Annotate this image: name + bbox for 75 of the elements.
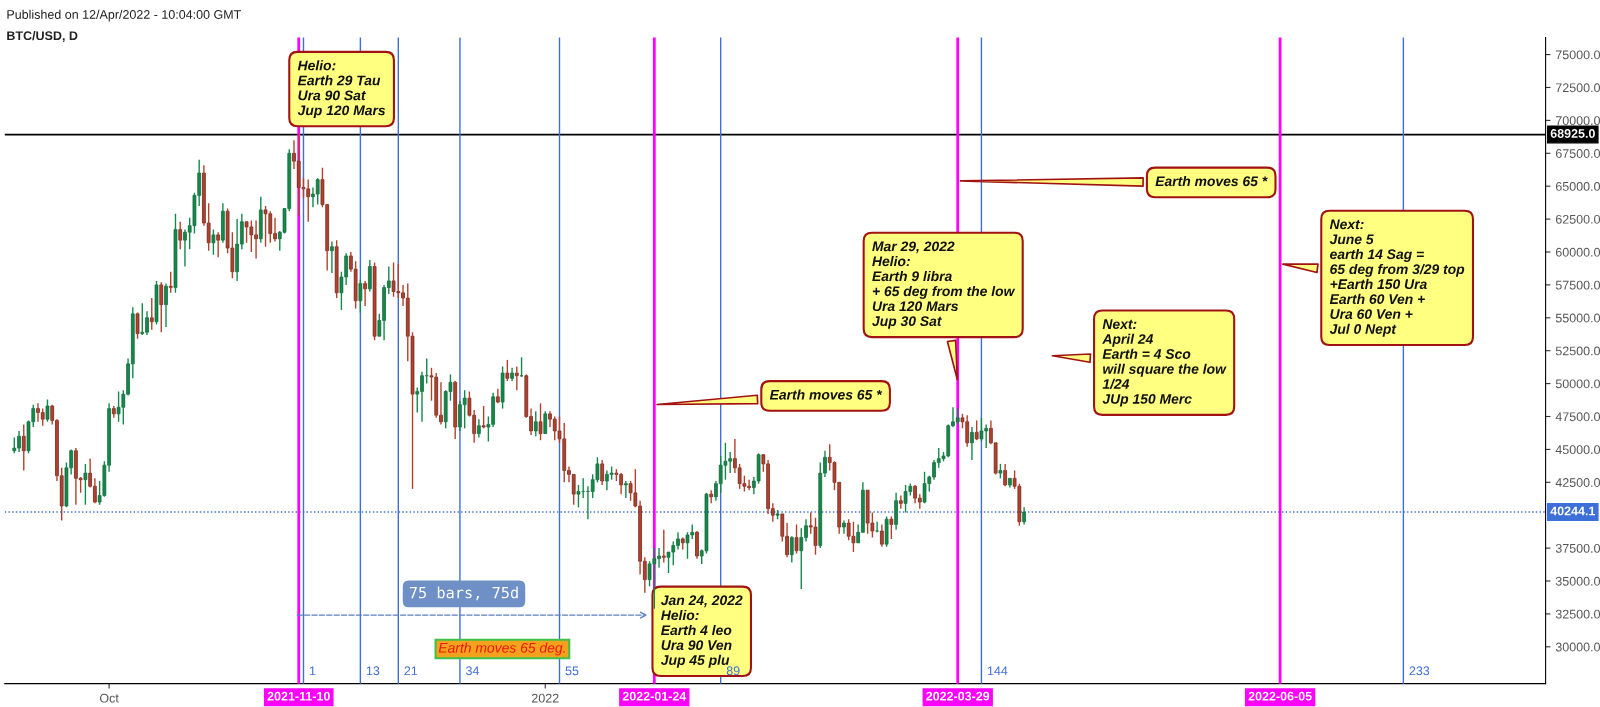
annotation: Next: April 24 Earth = 4 Sco will square the low 1/24 JUp 150 Merc: [1102, 319, 1227, 407]
candlestick: [813, 517, 818, 556]
candlestick: [661, 528, 666, 564]
candlestick: [974, 419, 979, 441]
candlestick: [794, 523, 799, 555]
candlestick: [704, 492, 709, 555]
y-tick-label: 62500.0: [1555, 214, 1600, 224]
candlestick: [263, 205, 268, 248]
x-tick-label: Oct: [99, 693, 119, 703]
y-tick-label: 60000.0: [1555, 247, 1600, 257]
candlestick: [45, 398, 50, 423]
candlestick: [244, 221, 249, 244]
candlestick: [533, 410, 538, 437]
chart-title: BTC/USD, D: [7, 30, 78, 42]
annotation: Earth moves 65 deg.: [438, 642, 565, 656]
annotation: 75 bars, 75d: [409, 586, 518, 601]
candlestick: [211, 228, 216, 256]
ref-line-label: 2022-06-05: [1248, 691, 1312, 701]
y-tick-label: 35000.0: [1555, 576, 1600, 586]
y-tick-label: 70000.0: [1555, 116, 1600, 126]
ref-line-label: 13: [366, 666, 380, 676]
ref-line-label: 89: [726, 666, 740, 676]
y-tick-label: 55000.0: [1555, 313, 1600, 323]
candlestick: [154, 280, 159, 326]
y-tick-label: 45000.0: [1555, 445, 1600, 455]
candlestick: [647, 560, 652, 587]
candlestick: [884, 515, 889, 548]
candlestick: [178, 221, 183, 251]
y-tick-label: 37500.0: [1555, 543, 1600, 553]
candlestick: [116, 390, 121, 423]
y-tick-label: 52500.0: [1555, 346, 1600, 356]
y-tick-label: 67500.0: [1555, 149, 1600, 158]
ref-line-label: 2022-01-24: [622, 691, 687, 701]
y-tick-label: 30000.0: [1555, 642, 1600, 652]
ref-line-label: 144: [987, 666, 1008, 676]
candlestick: [83, 463, 88, 506]
ref-line-label: 233: [1409, 666, 1430, 676]
candlestick: [481, 405, 486, 430]
candlestick: [505, 359, 510, 382]
y-tick-label: 50000.0: [1555, 379, 1600, 389]
chart-subtitle: Published on 12/Apr/2022 - 10:04:00 GMT: [7, 9, 241, 22]
x-tick-label: 2022: [531, 693, 559, 703]
candlestick: [372, 261, 377, 341]
candlestick: [903, 484, 908, 514]
candlestick: [922, 471, 927, 505]
candlestick: [135, 311, 140, 340]
y-tick-label: 32500.0: [1555, 609, 1600, 619]
candlestick: [500, 365, 505, 410]
candlestick: [851, 521, 856, 553]
candlestick: [173, 213, 178, 294]
ref-line-label: 40244.1: [1550, 506, 1596, 516]
ref-line-label: 21: [404, 666, 418, 676]
candlestick: [685, 531, 690, 560]
y-tick-label: 42500.0: [1555, 478, 1600, 487]
ref-line-label: 55: [565, 666, 579, 676]
y-tick-label: 57500.0: [1555, 280, 1600, 290]
y-tick-label: 65000.0: [1555, 181, 1600, 191]
candlestick: [149, 297, 154, 331]
y-tick-label: 75000.0: [1555, 50, 1600, 60]
candlestick: [538, 402, 543, 441]
candlestick: [723, 442, 728, 481]
ref-line-label: 68925.0: [1550, 129, 1595, 138]
y-tick-label: 72500.0: [1555, 83, 1600, 93]
ref-line-label: 2022-03-29: [926, 691, 990, 701]
annotation: Helio: Earth 29 Tau Ura 90 Sat Jup 120 Mars: [297, 60, 386, 118]
ref-line-label: 34: [465, 666, 480, 676]
annotation: Next: June 5 earth 14 Sag = 65 deg from 3/29 top +Earth 150 Ura Earth 60 Ven + Ura 60 Ven + Jul 0 Nept: [1329, 219, 1465, 337]
candlestick: [462, 389, 467, 430]
candlestick: [391, 261, 396, 298]
annotation: Earth moves 65 *: [1155, 175, 1268, 187]
annotation: Earth moves 65 *: [769, 389, 883, 400]
annotation: Mar 29, 2022 Helio: Earth 9 libra + 65 deg from the low Ura 120 Mars Jup 30 Sat: [872, 241, 1016, 329]
ref-line-label: 2021-11-10: [267, 691, 330, 701]
ref-line-label: 1: [309, 666, 316, 676]
y-tick-label: 47500.0: [1555, 412, 1600, 422]
